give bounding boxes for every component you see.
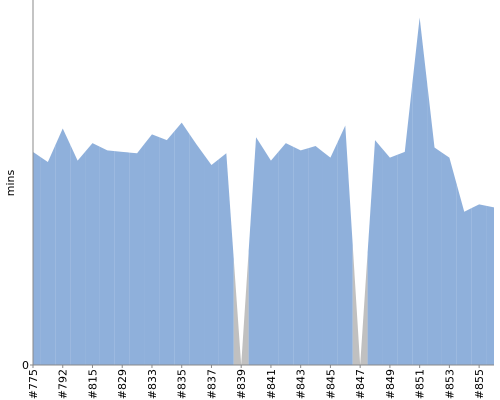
area-segment [456,184,472,365]
area-segment [99,146,115,365]
x-tick-label: #835 [176,369,189,399]
area-segment [70,144,86,365]
area-segment [233,251,249,365]
area-segment [441,152,457,365]
area-segment [85,143,100,365]
x-tick-label: #829 [116,369,129,399]
y-axis-label: mins [4,169,17,196]
area-segment [278,143,294,365]
x-tick-label: #849 [384,369,397,399]
x-tick-label: #845 [324,369,337,399]
area-segment [174,122,190,365]
x-tick-label: #839 [235,369,248,399]
area-segment [129,143,145,365]
area-segment [263,148,279,365]
area-segment [397,84,413,366]
area-segment [218,153,234,365]
x-tick-label: #843 [295,369,308,399]
area-segment [144,134,160,365]
area-segment [322,141,338,365]
area-segment [412,17,428,366]
x-tick-label: #851 [414,369,427,399]
x-tick-label: #775 [27,369,40,399]
area-segment [33,151,41,365]
area-segment [337,125,353,365]
area-segment [55,128,71,365]
x-tick-label: #855 [473,369,486,399]
area-segment [159,131,175,365]
area-segment [40,145,56,365]
area-segment [308,146,323,365]
area-segment [486,205,494,365]
x-tick-label: #815 [86,369,99,399]
area-segment [293,146,309,365]
area-segment [382,148,398,365]
area-segment [352,245,368,365]
x-tick-label: #837 [205,369,218,399]
x-tick-label: #847 [354,369,367,399]
area-segment [367,140,383,365]
area-segment [427,82,442,366]
x-tick-label: #841 [265,369,278,399]
y-tick-label: 0 [22,359,29,372]
x-tick-label: #853 [443,369,456,399]
area-segment [114,151,130,365]
area-segment [189,133,205,365]
x-tick-label: #792 [57,369,70,399]
x-tick-label: #833 [146,369,159,399]
area-segment [204,154,219,365]
area-segment [471,204,487,365]
area-segment [248,137,264,365]
